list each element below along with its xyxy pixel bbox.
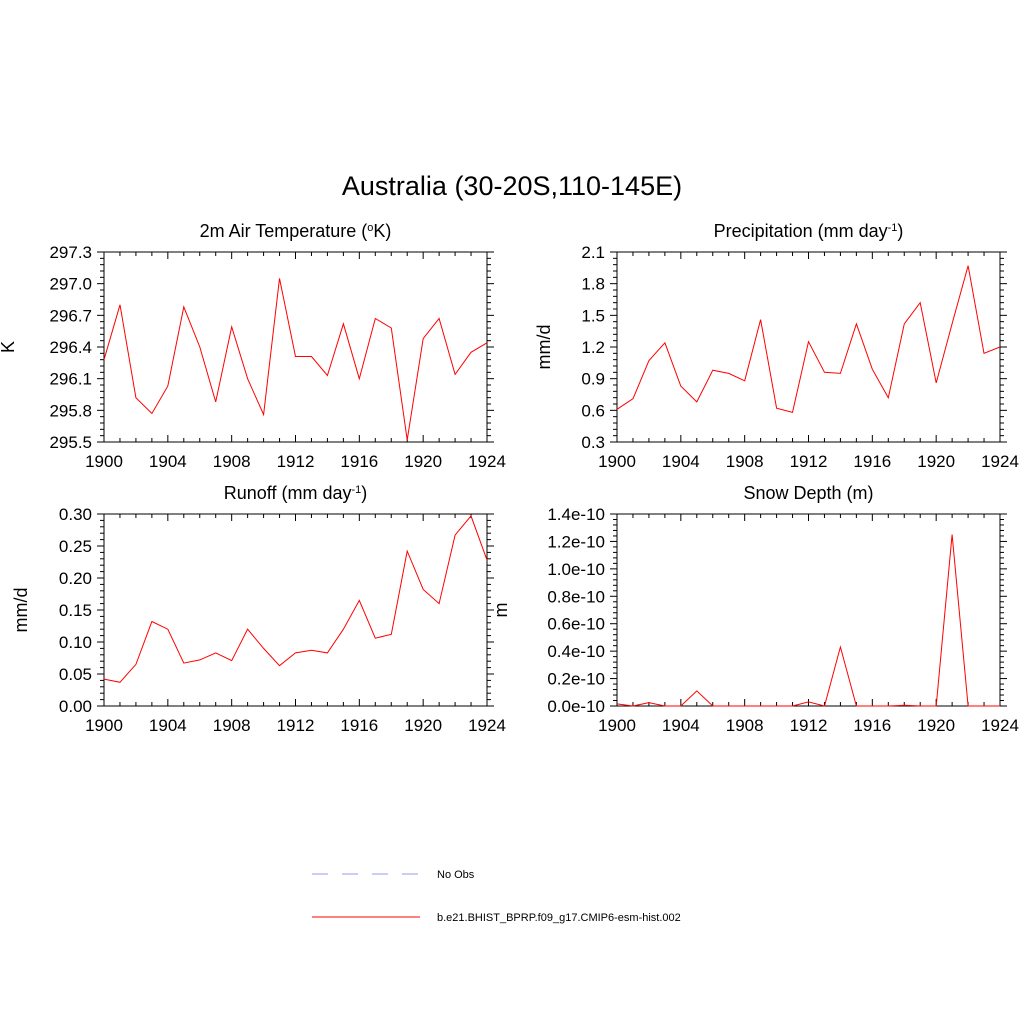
y-tick-label: 295.8 — [49, 401, 92, 420]
panel-title: Runoff (mm day-1) — [224, 483, 368, 503]
panel-title-tail: ) — [897, 221, 903, 241]
y-tick-label: 0.00 — [59, 697, 92, 716]
x-tick-label: 1904 — [149, 716, 187, 735]
x-tick-label: 1912 — [790, 716, 828, 735]
x-tick-label: 1924 — [468, 452, 506, 471]
panel-title-sup: -1 — [888, 222, 898, 234]
x-tick-label: 1908 — [726, 452, 764, 471]
plot-frame — [616, 513, 1001, 707]
series-line — [103, 514, 488, 683]
y-tick-label: 0.9 — [581, 370, 605, 389]
y-tick-label: 1.5 — [581, 306, 605, 325]
plot-frame — [103, 513, 488, 707]
y-tick-label: 296.4 — [49, 338, 92, 357]
panel-title-sup: o — [367, 222, 373, 234]
x-tick-label: 1908 — [213, 716, 251, 735]
x-tick-label: 1920 — [404, 716, 442, 735]
y-tick-label: 0.15 — [59, 601, 92, 620]
x-tick-label: 1916 — [340, 716, 378, 735]
x-tick-label: 1908 — [726, 716, 764, 735]
x-tick-label: 1924 — [981, 452, 1019, 471]
legend-label: b.e21.BHIST_BPRP.f09_g17.CMIP6-esm-hist.… — [437, 912, 681, 924]
panel-title-tail: ) — [361, 483, 367, 503]
panel-title: Precipitation (mm day-1) — [714, 221, 904, 241]
y-tick-label: 296.7 — [49, 306, 92, 325]
x-tick-label: 1904 — [149, 452, 187, 471]
y-tick-label: 0.3 — [581, 433, 605, 452]
panel-1: 2m Air Temperature (oK) 1900 1904 1908 1912 1… — [0, 221, 506, 471]
x-tick-label: 1900 — [598, 716, 636, 735]
figure-title: Australia (30-20S,110-145E) — [342, 171, 682, 201]
panel-title-text: Snow Depth (m) — [743, 483, 873, 503]
x-tick-label: 1920 — [917, 716, 955, 735]
y-tick-label: 1.8 — [581, 275, 605, 294]
y-tick-label: 0.6 — [581, 401, 605, 420]
y-tick-label: 295.5 — [49, 433, 92, 452]
x-tick-label: 1924 — [981, 716, 1019, 735]
y-axis-label: K — [0, 341, 18, 353]
y-tick-label: 297.0 — [49, 275, 92, 294]
y-tick-label: 0.4e-10 — [547, 642, 605, 661]
y-tick-label: 0.8e-10 — [547, 587, 605, 606]
y-tick-label: 2.1 — [581, 243, 605, 262]
series-line — [616, 265, 1001, 414]
x-tick-label: 1904 — [662, 452, 700, 471]
panel-title-text: 2m Air Temperature ( — [200, 221, 368, 241]
y-tick-label: 0.0e-10 — [547, 697, 605, 716]
x-tick-label: 1920 — [404, 452, 442, 471]
legend: No Obs b.e21.BHIST_BPRP.f09_g17.CMIP6-esm… — [312, 869, 681, 924]
series-line — [616, 534, 1000, 707]
y-tick-label: 296.1 — [49, 370, 92, 389]
panel-4: Snow Depth (m) 1900 1904 1908 1912 1916 1920 19… — [491, 483, 1019, 735]
legend-label: No Obs — [437, 869, 475, 881]
x-tick-label: 1916 — [340, 452, 378, 471]
panel-title-text: Runoff (mm day — [224, 483, 352, 503]
x-tick-label: 1916 — [853, 452, 891, 471]
y-tick-label: 1.0e-10 — [547, 560, 605, 579]
x-tick-label: 1904 — [662, 716, 700, 735]
y-tick-label: 0.6e-10 — [547, 615, 605, 634]
x-tick-label: 1912 — [277, 452, 315, 471]
x-tick-label: 1912 — [277, 716, 315, 735]
x-tick-label: 1924 — [468, 716, 506, 735]
y-tick-label: 0.2e-10 — [547, 670, 605, 689]
x-tick-label: 1908 — [213, 452, 251, 471]
y-tick-label: 1.2 — [581, 338, 605, 357]
panel-title-sup: -1 — [351, 484, 361, 496]
x-tick-label: 1900 — [598, 452, 636, 471]
y-tick-label: 1.2e-10 — [547, 532, 605, 551]
y-tick-label: 1.4e-10 — [547, 505, 605, 524]
y-axis-label: mm/d — [11, 588, 31, 633]
y-axis-label: mm/d — [534, 325, 554, 370]
panel-title-text: Precipitation (mm day — [714, 221, 888, 241]
panel-title: Snow Depth (m) — [743, 483, 873, 503]
x-tick-label: 1920 — [917, 452, 955, 471]
plot-frame — [616, 251, 1001, 443]
y-tick-label: 0.30 — [59, 505, 92, 524]
y-tick-label: 0.20 — [59, 569, 92, 588]
x-tick-label: 1900 — [85, 716, 123, 735]
y-tick-label: 297.3 — [49, 243, 92, 262]
panel-title: 2m Air Temperature (oK) — [200, 221, 392, 241]
panel-3: Runoff (mm day-1) 1900 1904 1908 1912 1916 192… — [11, 483, 506, 735]
panel-title-tail: K) — [373, 221, 391, 241]
y-tick-label: 0.05 — [59, 665, 92, 684]
x-tick-label: 1912 — [790, 452, 828, 471]
y-tick-label: 0.10 — [59, 633, 92, 652]
panel-2: Precipitation (mm day-1) 1900 1904 1908 1912… — [534, 221, 1019, 471]
y-axis-label: m — [491, 603, 511, 618]
x-tick-label: 1900 — [85, 452, 123, 471]
series-line — [103, 278, 488, 440]
plot-frame — [103, 251, 488, 443]
x-tick-label: 1916 — [853, 716, 891, 735]
y-tick-label: 0.25 — [59, 537, 92, 556]
